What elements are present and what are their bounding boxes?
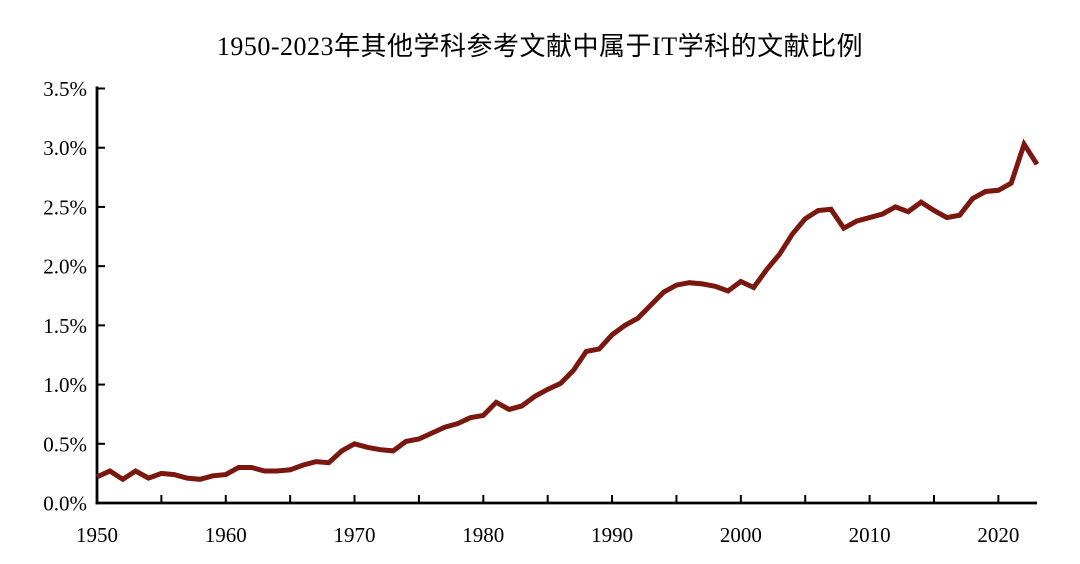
x-tick-label: 1970 [334, 523, 376, 547]
y-axis-ticks [97, 87, 105, 504]
x-tick-label: 1990 [591, 523, 633, 547]
y-tick-label: 0.0% [43, 492, 87, 516]
x-axis-labels: 1950 1960 1970 1980 1990 2000 2010 2020 [76, 523, 1019, 547]
chart-title: 1950-2023年其他学科参考文献中属于IT学科的文献比例 [216, 32, 864, 61]
axes [95, 86, 1037, 505]
x-tick-label: 1950 [76, 523, 118, 547]
y-tick-label: 0.5% [43, 432, 87, 456]
x-tick-label: 2000 [720, 523, 762, 547]
data-series [95, 138, 1040, 483]
y-tick-label: 2.5% [43, 195, 87, 219]
y-tick-label: 2.0% [43, 255, 87, 279]
x-tick-label: 2010 [849, 523, 891, 547]
y-tick-label: 1.0% [43, 373, 87, 397]
x-tick-label: 1960 [205, 523, 247, 547]
y-tick-label: 3.5% [43, 77, 87, 101]
y-tick-label: 3.0% [43, 136, 87, 160]
data-line [95, 138, 1040, 483]
x-tick-label: 1980 [462, 523, 504, 547]
x-axis-ticks [96, 495, 1000, 503]
y-axis-labels: 0.0% 0.5% 1.0% 1.5% 2.0% 2.5% 3.0% 3.5% [43, 77, 87, 516]
y-tick-label: 1.5% [43, 314, 87, 338]
x-tick-label: 2020 [977, 523, 1019, 547]
